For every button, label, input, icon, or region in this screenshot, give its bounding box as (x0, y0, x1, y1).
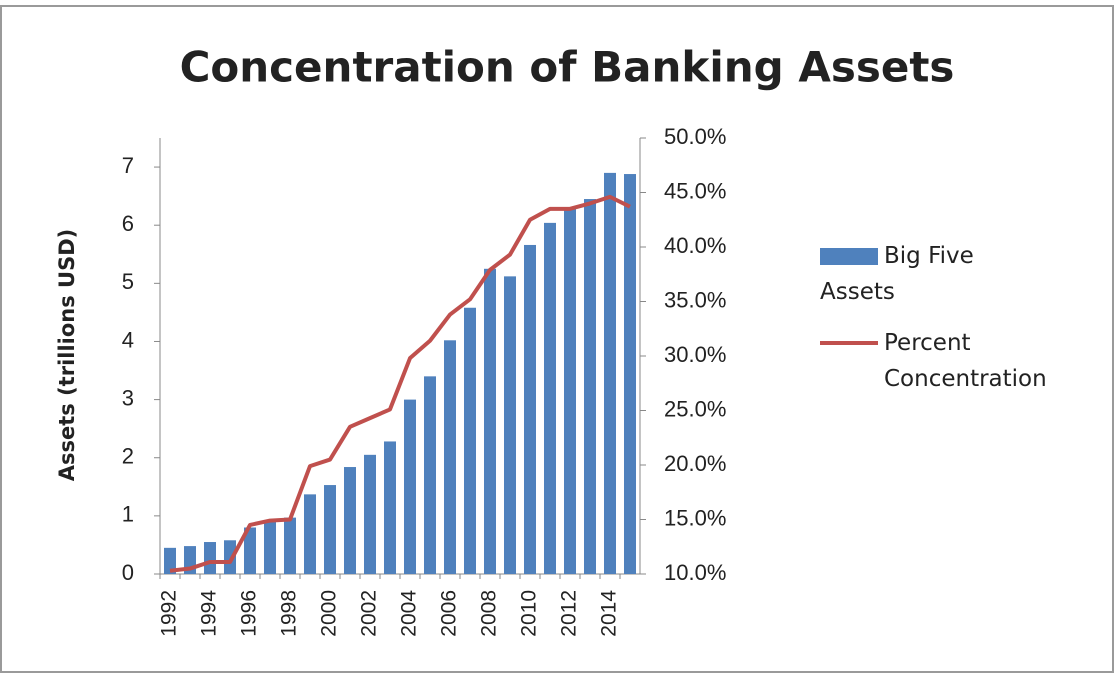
y-tick-label: 7 (122, 153, 134, 178)
y-tick-label: 1 (122, 502, 134, 527)
legend-entry: Percent Concentration (820, 325, 1047, 397)
line (169, 194, 631, 573)
legend-label: Percent Concentration (884, 330, 1047, 392)
bar (564, 208, 576, 574)
y2-tick-label: 45.0% (664, 178, 726, 203)
frame (0, 5, 1114, 673)
x-tick-label: 2014 (598, 590, 621, 637)
y2-tick-label: 10.0% (664, 560, 726, 585)
x-tick-label: 2012 (558, 590, 581, 637)
bar (604, 172, 616, 574)
y2-tick-label: 50.0% (664, 124, 726, 149)
bar (624, 174, 636, 574)
y-tick-label: 0 (122, 560, 134, 585)
bar (384, 441, 396, 574)
y2-tick-label: 40.0% (664, 233, 726, 258)
bar (464, 307, 476, 574)
x-tick-label: 1992 (158, 590, 181, 637)
x-tick-label: 1994 (198, 590, 221, 637)
chart-title: Concentration of Banking Assets (180, 43, 955, 92)
bar (224, 540, 236, 574)
y-tick-label: 2 (122, 444, 134, 469)
bar (304, 494, 316, 574)
legend-label: Big Five Assets (820, 243, 974, 305)
y-tick-label: 3 (122, 385, 134, 410)
bar (284, 517, 296, 574)
x-tick-label: 2002 (358, 590, 381, 637)
y2-tick-label: 20.0% (664, 451, 726, 476)
bar (244, 527, 256, 574)
y2-tick-label: 15.0% (664, 505, 726, 530)
y-axis-label: Assets (trillions USD) (55, 229, 79, 482)
y2-tick-label: 30.0% (664, 342, 726, 367)
bar (204, 542, 216, 574)
y2-tick-label: 25.0% (664, 396, 726, 421)
legend-swatch (820, 341, 878, 345)
y-tick-label: 5 (122, 269, 134, 294)
bar (264, 521, 276, 574)
bar (324, 485, 336, 574)
bar (404, 399, 416, 574)
x-tick-label: 2006 (438, 590, 461, 637)
bar (544, 222, 556, 574)
legend-entry: Big Five Assets (820, 238, 1020, 310)
bar (424, 376, 436, 574)
x-tick-label: 1998 (278, 590, 301, 637)
bar (344, 467, 356, 574)
y-tick-label: 4 (122, 327, 134, 352)
bar (524, 244, 536, 574)
x-tick-label: 2010 (518, 590, 541, 637)
bar (484, 268, 496, 574)
bar (364, 454, 376, 574)
bar (584, 199, 596, 575)
bar (504, 276, 516, 574)
bar (164, 547, 176, 574)
legend-swatch (820, 248, 878, 265)
y-tick-label: 6 (122, 211, 134, 236)
x-tick-label: 2008 (478, 590, 501, 637)
x-tick-label: 1996 (238, 590, 261, 637)
bar (444, 340, 456, 574)
x-tick-label: 2004 (398, 590, 421, 637)
x-tick-label: 2000 (318, 590, 341, 637)
y2-tick-label: 35.0% (664, 287, 726, 312)
